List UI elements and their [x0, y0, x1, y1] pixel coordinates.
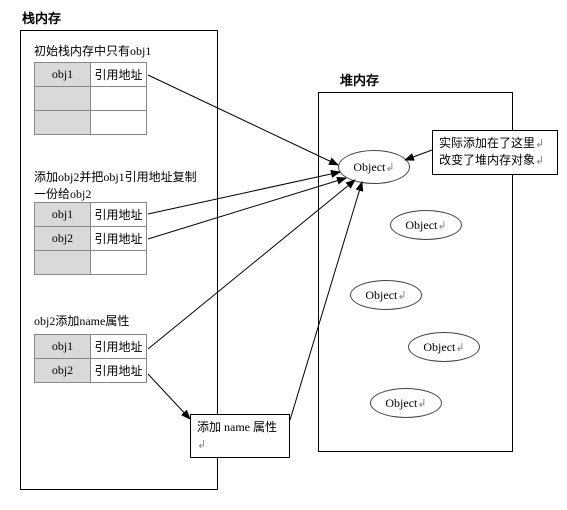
table-cell [91, 87, 147, 111]
heap-object-label: Object [385, 396, 417, 411]
add-name-callout: 添加 name 属性↲ [190, 414, 290, 458]
callout-line1: 实际添加在了这里 [439, 136, 535, 150]
table-cell [35, 111, 91, 135]
heap-object: Object↲ [350, 280, 422, 310]
table-row: obj2引用地址 [35, 227, 147, 251]
table-cell: 引用地址 [91, 335, 147, 359]
table-cell: obj1 [35, 63, 91, 87]
table-row [35, 87, 147, 111]
stack-table: obj1引用地址obj2引用地址 [34, 334, 147, 383]
section-caption: obj2添加name属性 [34, 312, 204, 329]
table-cell: 引用地址 [91, 359, 147, 383]
table-row: obj1引用地址 [35, 63, 147, 87]
callout-line2: 改变了堆内存对象 [439, 153, 535, 167]
table-cell [35, 87, 91, 111]
table-cell: 引用地址 [91, 227, 147, 251]
heap-object-label: Object [423, 340, 455, 355]
heap-object-label: Object [405, 218, 437, 233]
table-row: obj1引用地址 [35, 203, 147, 227]
section-caption: 初始栈内存中只有obj1 [34, 42, 204, 59]
stack-table: obj1引用地址obj2引用地址 [34, 202, 147, 275]
table-cell: obj2 [35, 227, 91, 251]
add-name-text: 添加 name 属性 [197, 420, 277, 434]
heap-object-label: Object [353, 160, 385, 175]
heap-title: 堆内存 [340, 70, 379, 89]
table-cell: 引用地址 [91, 203, 147, 227]
table-row [35, 251, 147, 275]
table-cell: obj2 [35, 359, 91, 383]
table-cell: 引用地址 [91, 63, 147, 87]
heap-object: Object↲ [390, 210, 462, 240]
table-row [35, 111, 147, 135]
table-cell [91, 111, 147, 135]
heap-change-callout: 实际添加在了这里↲ 改变了堆内存对象↲ [432, 130, 558, 175]
table-cell [35, 251, 91, 275]
table-cell: obj1 [35, 203, 91, 227]
table-row: obj1引用地址 [35, 335, 147, 359]
table-cell [91, 251, 147, 275]
stack-table: obj1引用地址 [34, 62, 147, 135]
heap-object: Object↲ [370, 388, 442, 418]
stack-title: 栈内存 [22, 8, 61, 27]
section-caption: 添加obj2并把obj1引用地址复制一份给obj2 [34, 168, 204, 202]
table-cell: obj1 [35, 335, 91, 359]
heap-object: Object↲ [408, 332, 480, 362]
heap-object: Object↲ [338, 150, 410, 184]
table-row: obj2引用地址 [35, 359, 147, 383]
heap-object-label: Object [365, 288, 397, 303]
